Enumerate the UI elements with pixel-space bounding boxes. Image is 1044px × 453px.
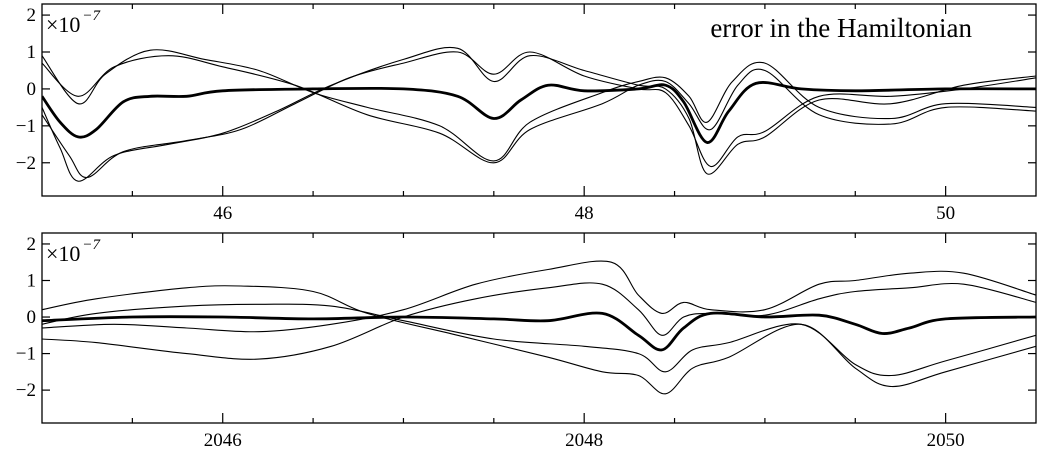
y-tick-label: 1	[27, 271, 37, 292]
y-tick-label: 0	[27, 79, 37, 100]
y-scale-label: ×10	[46, 12, 80, 37]
y-tick-label: −1	[16, 116, 36, 137]
y-tick-label: −1	[16, 344, 36, 365]
y-tick-label: −2	[16, 380, 36, 401]
x-tick-label: 48	[575, 203, 594, 224]
y-tick-label: 2	[27, 234, 37, 255]
series-line-mean	[42, 313, 1036, 350]
series-line	[42, 304, 1036, 375]
x-tick-label: 46	[213, 203, 232, 224]
y-tick-label: −2	[16, 153, 36, 174]
series-line	[42, 47, 1036, 181]
bottom-panel: 2 1 0 −1 −2 2046 2048 2050 ×10 −7	[16, 233, 1036, 451]
y-tick-label: 0	[27, 307, 37, 328]
series-line	[42, 52, 1036, 178]
series-line	[42, 286, 1036, 394]
x-tick-label: 50	[936, 203, 955, 224]
chart-title: error in the Hamiltonian	[710, 13, 972, 43]
y-scale-exponent: −7	[82, 8, 101, 24]
y-tick-label: 1	[27, 42, 37, 63]
series-line-mean	[42, 82, 1036, 142]
y-scale-exponent: −7	[82, 237, 101, 253]
x-tick-label: 2046	[204, 430, 242, 451]
x-tick-label: 2050	[927, 430, 965, 451]
y-tick-label: 2	[27, 5, 37, 26]
top-panel: 2 1 0 −1 −2 46 48 50 ×10 −7 error in the Hamiltoni…	[16, 4, 1036, 224]
x-tick-label: 2048	[565, 430, 603, 451]
series-line	[42, 50, 1036, 161]
series-line	[42, 56, 1036, 163]
y-scale-label: ×10	[46, 241, 80, 266]
